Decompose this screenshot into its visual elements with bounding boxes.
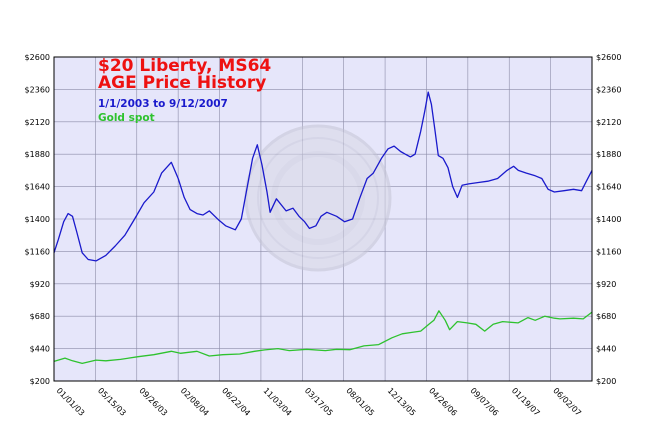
series-line-liberty bbox=[53, 91, 593, 262]
y-tick-label-left: $2360 bbox=[25, 85, 50, 94]
x-tick-label: 11/03/04 bbox=[262, 386, 294, 418]
y-tick-label-left: $1880 bbox=[25, 150, 50, 159]
y-tick-label-right: $1880 bbox=[596, 150, 621, 159]
y-tick-label-left: $920 bbox=[30, 280, 50, 289]
y-tick-label-left: $2120 bbox=[25, 118, 50, 127]
y-tick-label-left: $440 bbox=[30, 345, 50, 354]
x-tick-label: 12/13/05 bbox=[386, 386, 418, 418]
chart-title: $20 Liberty, MS64 bbox=[98, 56, 271, 76]
y-tick-label-right: $1400 bbox=[596, 215, 621, 224]
x-tick-label: 09/26/03 bbox=[137, 386, 169, 418]
x-tick-label: 05/15/03 bbox=[96, 386, 128, 418]
y-tick-label-right: $2600 bbox=[596, 53, 621, 62]
x-tick-label: 01/01/03 bbox=[55, 386, 87, 418]
y-tick-label-right: $2120 bbox=[596, 118, 621, 127]
date-range-subtitle: 1/1/2003 to 9/12/2007 bbox=[98, 98, 228, 110]
y-tick-label-left: $680 bbox=[30, 312, 50, 321]
y-tick-label-left: $1160 bbox=[25, 247, 50, 256]
y-tick-label-right: $1640 bbox=[596, 183, 621, 192]
coin-watermark bbox=[244, 124, 392, 272]
y-tick-label-right: $1160 bbox=[596, 247, 621, 256]
y-tick-label-left: $200 bbox=[30, 377, 50, 386]
x-tick-label: 02/08/04 bbox=[179, 386, 211, 418]
chart-title-line2: AGE Price History bbox=[98, 73, 266, 93]
y-tick-label-right: $680 bbox=[596, 312, 616, 321]
x-tick-label: 01/19/07 bbox=[510, 386, 542, 418]
y-tick-label-left: $2600 bbox=[25, 53, 50, 62]
y-tick-label-right: $200 bbox=[596, 377, 616, 386]
y-tick-label-right: $2360 bbox=[596, 85, 621, 94]
plot-frame bbox=[53, 56, 593, 382]
y-tick-label-right: $920 bbox=[596, 280, 616, 289]
x-tick-label: 09/07/06 bbox=[468, 386, 500, 418]
x-tick-label: 04/26/06 bbox=[427, 386, 459, 418]
x-tick-label: 03/17/05 bbox=[303, 386, 335, 418]
series-line-gold-spot bbox=[53, 310, 593, 365]
x-tick-label: 08/01/05 bbox=[344, 386, 376, 418]
legend-gold-spot: Gold spot bbox=[98, 112, 155, 124]
x-tick-label: 06/22/04 bbox=[220, 386, 252, 418]
y-tick-label-left: $1640 bbox=[25, 183, 50, 192]
y-tick-label-right: $440 bbox=[596, 345, 616, 354]
y-tick-label-left: $1400 bbox=[25, 215, 50, 224]
x-tick-label: 06/02/07 bbox=[551, 386, 583, 418]
